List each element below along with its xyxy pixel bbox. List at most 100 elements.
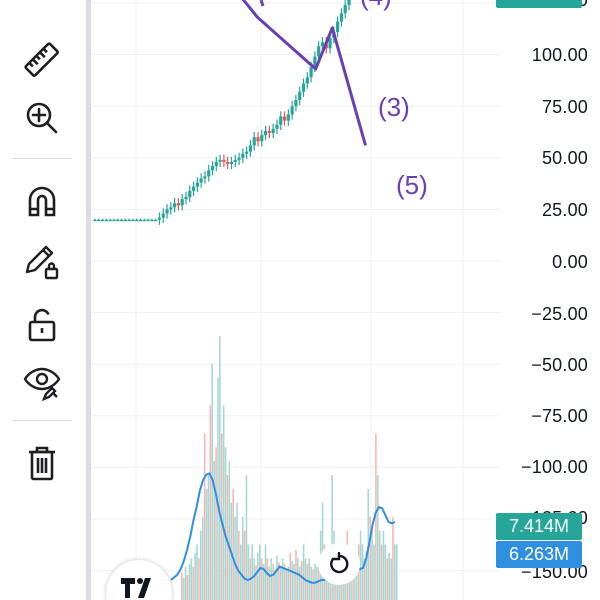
candle-body: [195, 182, 199, 187]
volume-bar: [298, 566, 301, 600]
volume-bar: [236, 502, 238, 600]
candle-body: [188, 190, 192, 198]
volume-bar: [386, 558, 389, 600]
volume-bar: [215, 447, 217, 600]
volume-bar: [396, 544, 398, 600]
volume-bar: [378, 530, 381, 600]
volume-bar: [194, 552, 196, 600]
magnet-icon[interactable]: [20, 180, 64, 224]
volume-badge: 7.414M: [496, 513, 582, 540]
volume-bar: [259, 544, 261, 600]
volume-bar: [251, 544, 253, 600]
volume-bar: [376, 475, 379, 600]
candle-body: [233, 159, 237, 162]
volume-bar: [245, 475, 248, 600]
volume-bar: [281, 558, 284, 600]
volume-bar: [255, 565, 257, 600]
volume-bar: [278, 562, 280, 600]
candle-body: [123, 219, 127, 222]
volume-bar: [361, 544, 364, 600]
volume-bar: [293, 563, 295, 600]
candle-body: [267, 130, 271, 134]
volume-bar: [375, 433, 377, 600]
chart-pane[interactable]: [91, 0, 500, 600]
volume-bar: [270, 558, 273, 600]
candle-body: [199, 178, 203, 183]
candle-body: [226, 161, 230, 164]
volume-bar: [354, 558, 356, 600]
candle-body: [218, 159, 222, 162]
volume-bar: [234, 516, 236, 600]
candle-body: [298, 91, 302, 101]
candle-body: [203, 176, 207, 179]
candle-body: [309, 66, 313, 78]
candle-body: [248, 145, 253, 152]
volume-bar: [260, 558, 263, 600]
volume-bar: [224, 447, 227, 600]
candle-body: [210, 166, 215, 171]
candle-body: [286, 114, 290, 121]
volume-bar: [192, 566, 195, 600]
volume-bar: [300, 561, 303, 600]
candle-body: [260, 135, 264, 142]
volume-bar: [384, 544, 387, 600]
volume-bar: [388, 552, 390, 600]
volume-bar: [200, 530, 202, 600]
candle-body: [169, 207, 173, 210]
volume-bar: [232, 488, 234, 600]
candle-body: [252, 137, 256, 146]
price-tick: 50.00: [541, 148, 588, 168]
volume-bar: [203, 433, 206, 600]
candle-body: [290, 106, 294, 115]
candle-body: [305, 77, 309, 84]
volume-bar: [285, 569, 288, 600]
elliott-wave-line: [241, 0, 367, 146]
volume-bar: [352, 563, 354, 600]
price-tick: −50.00: [531, 355, 588, 375]
candle-body: [294, 100, 298, 107]
volume-bar: [308, 558, 311, 600]
volume-bar: [268, 566, 271, 600]
candle-body: [154, 219, 158, 222]
candle-body: [146, 219, 150, 222]
candle-body: [116, 219, 120, 222]
candle-body: [157, 217, 162, 220]
pencil-lock-icon[interactable]: [20, 240, 64, 284]
volume-bar: [373, 544, 375, 600]
volume-bar: [394, 544, 396, 600]
volume-bar: [302, 544, 305, 600]
candle-body: [119, 219, 124, 222]
volume-bar: [357, 544, 360, 600]
price-chart-svg[interactable]: [91, 0, 500, 600]
unlock-icon[interactable]: [20, 302, 64, 346]
toolbar-divider: [12, 158, 72, 159]
volume-bar: [201, 516, 204, 600]
candle-body: [150, 219, 154, 222]
volume-bar: [272, 563, 274, 600]
candle-body: [241, 153, 245, 158]
candle-body: [275, 124, 279, 129]
candle-body: [93, 219, 97, 222]
candle-body: [191, 186, 196, 191]
volume-bar: [283, 563, 286, 600]
candle-body: [214, 161, 218, 167]
price-axis[interactable]: [500, 0, 600, 600]
volume-bar: [279, 566, 282, 600]
volume-ma-badge: 6.263M: [496, 541, 582, 568]
reset-icon: [330, 552, 349, 574]
eye-icon[interactable]: [20, 360, 64, 404]
volume-bar: [190, 558, 193, 600]
volume-bar: [289, 552, 292, 600]
volume-bar: [382, 530, 385, 600]
volume-bar: [226, 475, 229, 600]
candle-body: [207, 170, 211, 177]
ruler-icon[interactable]: [20, 38, 64, 82]
volume-bar: [295, 550, 297, 600]
volume-bar: [287, 566, 290, 600]
volume-bar: [363, 558, 366, 600]
candle-body: [237, 157, 241, 160]
trash-icon[interactable]: [20, 440, 64, 484]
reset-chart-button[interactable]: [318, 543, 360, 585]
zoom-in-icon[interactable]: [20, 96, 64, 140]
candle-body: [320, 42, 325, 47]
